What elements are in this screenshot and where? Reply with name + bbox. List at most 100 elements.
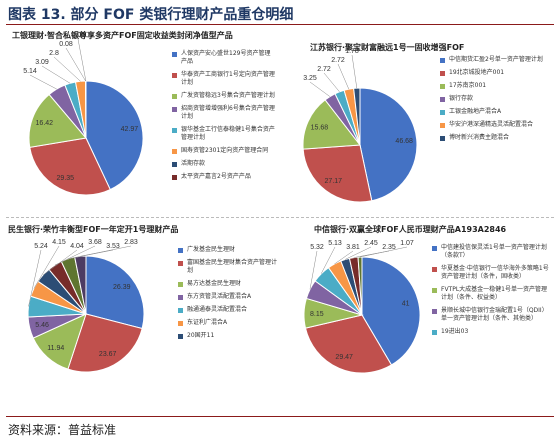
legend-label: 景顺长城中信银行金瑞配置1号（QDII）单一资产管理计划（条件、其他类） (441, 307, 548, 322)
slice-value-label: 1.78 (345, 48, 359, 55)
slice-value-label: 41 (402, 301, 410, 308)
legend-swatch (432, 329, 437, 335)
legend-item: 东证利广混合A (178, 319, 278, 327)
slice-value-label: 5.13 (328, 240, 342, 247)
pie-slice (29, 137, 111, 196)
legend-label: 19进出03 (441, 328, 469, 335)
legend-item: 景顺长城中信银行金瑞配置1号（QDII）单一资产管理计划（条件、其他类） (432, 307, 550, 323)
pie-chart: 42.97 29.35 16.42 5.14 3.092.80.08 0.06 (23, 32, 144, 196)
legend-label: 华安沪港深通精选灵活配置混合 (449, 121, 534, 128)
legend-label: 东证利广混合A (187, 319, 228, 326)
slice-value-label: 15.68 (311, 124, 329, 131)
legend-swatch (178, 320, 183, 326)
legend-swatch (178, 294, 183, 300)
leader-line (320, 246, 336, 274)
slice-value-label: 0.06 (71, 32, 85, 39)
legend-swatch (178, 260, 183, 266)
leader-line (65, 47, 86, 82)
legend-item: 博时新兴消费主题混合 (440, 134, 552, 142)
legend-item: 富国基金民生理财集合资产管理计划 (178, 259, 278, 275)
pie-legend: 人保资产安心盛世129号资产管理产品 华泰资产工商银行1号定向资产管理计划广发资管… (172, 50, 276, 186)
slice-value-label: 3.81 (346, 244, 360, 251)
pie-slice (302, 144, 373, 203)
legend-item: 华夏基金·中信银行一信华海外多策略1号资产管理计划（条件，固收类） (432, 265, 550, 281)
legend-label: 太平资产嘉言2号资产产品 (181, 173, 251, 180)
legend-label: 17苏南京001 (449, 82, 487, 89)
pie-slice (359, 87, 418, 202)
slice-value-label: 5.24 (34, 243, 48, 250)
slice-value-label: 29.35 (57, 175, 75, 182)
slice-value-label: 8.15 (310, 311, 324, 318)
legend-item: 银华基金工行信泰稳健1号集合资产管理计划 (172, 126, 276, 142)
slice-value-label: 26.39 (113, 284, 131, 291)
pie-slice (361, 256, 421, 366)
pie-slice (302, 99, 361, 150)
pie-slice (67, 313, 143, 373)
leader-line (80, 245, 132, 257)
legend-swatch (172, 93, 177, 99)
legend-item: 中信建投信保灵活1号单一资产管理计划（条款T） (432, 244, 550, 260)
slice-value-label: 23.67 (99, 351, 117, 358)
panel-title: 中信银行·双赢全球FOF人民币理财产品A193A2846 (314, 225, 507, 234)
leader-line (309, 250, 318, 290)
legend-swatch (440, 57, 445, 63)
pie-chart: 26.39 23.67 11.94 5.46 5.24 4.15 4.04 3.68 3.53 2… (27, 239, 145, 373)
source-note: 资料来源：普益标准 (8, 423, 117, 437)
legend-swatch (172, 127, 177, 133)
pie-legend: 中信期货汇盈2号单一资产管理计划 19北京城投地产001 17苏南京001 银行存款工… (440, 56, 552, 147)
pie-chart: 41 29.47 8.15 5.32 5.13 3.81 2.45 2.35 1.07 (303, 240, 421, 374)
leader-line (359, 246, 408, 258)
legend-label: 银行存款 (449, 95, 474, 102)
pie-slice (85, 80, 144, 191)
slice-value-label: 3.68 (88, 239, 102, 246)
leader-line (28, 249, 42, 307)
slice-value-label: 4.04 (70, 243, 84, 250)
leader-line (334, 250, 354, 265)
leader-line (53, 56, 81, 82)
legend-swatch (432, 308, 437, 314)
legend-item: 19进出03 (432, 328, 550, 336)
slice-value-label: 5.32 (310, 244, 324, 251)
legend-label: 人保资产安心盛世129号资产管理产品 (181, 50, 271, 65)
slice-value-label: 27.17 (325, 178, 343, 185)
legend-swatch (172, 161, 177, 167)
legend-label: 招商资管增增强利6号集合资产管理计划 (181, 105, 275, 120)
slice-value-label: 3.25 (303, 75, 317, 82)
slice-value-label: 0.08 (59, 41, 73, 48)
legend-label: 中信建投信保灵活1号单一资产管理计划（条款T） (441, 244, 547, 259)
leader-line (77, 38, 87, 82)
legend-swatch (172, 51, 177, 57)
legend-item: 20国开11 (178, 332, 278, 340)
pie-legend: 广发基金民生理财富国基金民生理财集合资产管理计划易方达基金民生理财东方资管灵活配… (178, 246, 278, 345)
slice-value-label: 2.8 (49, 50, 59, 57)
legend-swatch (172, 148, 177, 154)
legend-swatch (432, 287, 437, 293)
legend-swatch (178, 281, 183, 287)
legend-swatch (432, 245, 437, 251)
legend-item: 易方达基金民生理财 (178, 280, 278, 288)
pie-panel-citic: 中信银行·双赢全球FOF人民币理财产品A193A2846 41 29.47 8.15… (282, 222, 554, 414)
slice-value-label: 3.09 (35, 59, 49, 66)
pie-panel-jiangsu: 江苏银行·聚宝财富融远1号一固收增强FOF 46.68 27.17 15.68 3.2… (282, 28, 554, 214)
legend-label: 广发基金民生理财 (187, 246, 236, 253)
leader-line (54, 245, 96, 266)
slice-value-label: 4.15 (52, 239, 66, 246)
leader-line (344, 246, 372, 260)
panel-title: 江苏银行·聚宝财富融远1号一固收增强FOF (310, 43, 465, 52)
bottom-rule (6, 416, 554, 417)
legend-label: 19北京城投地产001 (449, 69, 505, 76)
legend-label: 东方资管灵活配置混合A (187, 293, 252, 300)
legend-label: 银华基金工行信泰稳健1号集合资产管理计划 (181, 126, 275, 141)
slice-value-label: 16.42 (36, 120, 54, 127)
legend-swatch (440, 109, 445, 115)
legend-item: 中信期货汇盈2号单一资产管理计划 (440, 56, 552, 64)
legend-item: 人保资产安心盛世129号资产管理产品 (172, 50, 276, 66)
slice-value-label: 42.97 (121, 126, 139, 133)
legend-label: 国寿资管2301定向资产管理合同 (181, 147, 269, 154)
legend-item: 招商资管增增强利6号集合资产管理计划 (172, 105, 276, 121)
legend-label: FVTPL大成基金一稳健1号单一资产管理计划（条件、权益类） (441, 286, 547, 301)
slice-value-label: 11.94 (47, 345, 64, 352)
legend-label: 广发资管稳远3号集合资产管理计划 (181, 92, 275, 99)
pie-slice (28, 93, 87, 148)
legend-label: 华泰资产工商银行1号定向资产管理计划 (181, 71, 275, 86)
